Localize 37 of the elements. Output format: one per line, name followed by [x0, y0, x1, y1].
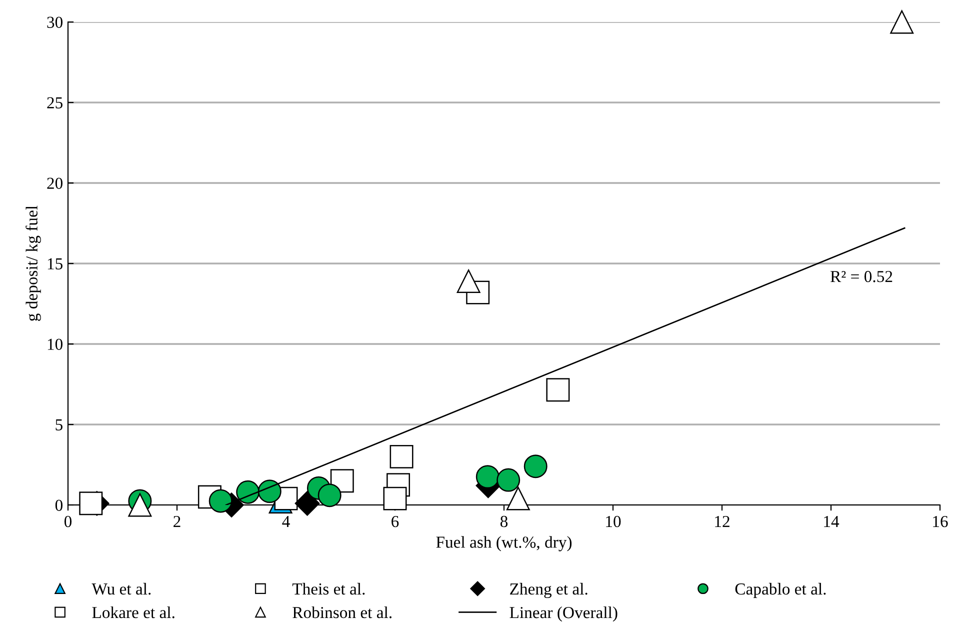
- x-tick-label: 10: [606, 516, 621, 528]
- x-tick-label: 0: [64, 516, 72, 528]
- y-tick-label: 5: [56, 419, 62, 430]
- legend-label: Robinson et al.: [292, 606, 392, 618]
- x-tick-label: 14: [824, 516, 840, 527]
- legend-label: Zheng et al.: [510, 582, 588, 598]
- x-tick-label: 4: [282, 516, 290, 527]
- legend-label: Capablo et al.: [735, 582, 826, 598]
- legend-label: Lokare et al.: [92, 606, 174, 618]
- point: [496, 468, 520, 492]
- annotation: R² = 0.52: [830, 270, 892, 282]
- legend-label: Wu et al.: [92, 582, 151, 595]
- x-tick-label: 8: [500, 516, 508, 528]
- point: [294, 490, 320, 516]
- y-tick-label: 20: [47, 178, 63, 189]
- x-tick-label: 16: [933, 516, 948, 528]
- point: [208, 489, 232, 513]
- x-tick-label: 2: [174, 516, 180, 527]
- point: [383, 486, 407, 510]
- x-axis-title: Fuel ash (wt.%, dry): [436, 536, 572, 552]
- point: [236, 480, 260, 504]
- point: [524, 454, 548, 478]
- x-tick-label: 6: [392, 516, 399, 528]
- y-axis-title: g deposit/ kg fuel: [26, 206, 41, 321]
- point: [476, 465, 500, 489]
- point: [258, 480, 282, 504]
- y-tick-label: 15: [48, 258, 62, 270]
- point: [79, 492, 103, 516]
- legend-label: Theis et al.: [292, 582, 365, 595]
- x-tick-label: 12: [715, 516, 730, 527]
- point: [318, 484, 342, 508]
- y-tick-label: 0: [55, 500, 63, 511]
- y-tick-label: 25: [47, 97, 62, 108]
- y-tick-label: 30: [47, 16, 63, 28]
- legend-label: Linear (Overall): [510, 606, 618, 622]
- y-tick-label: 10: [48, 338, 63, 350]
- point: [128, 493, 152, 517]
